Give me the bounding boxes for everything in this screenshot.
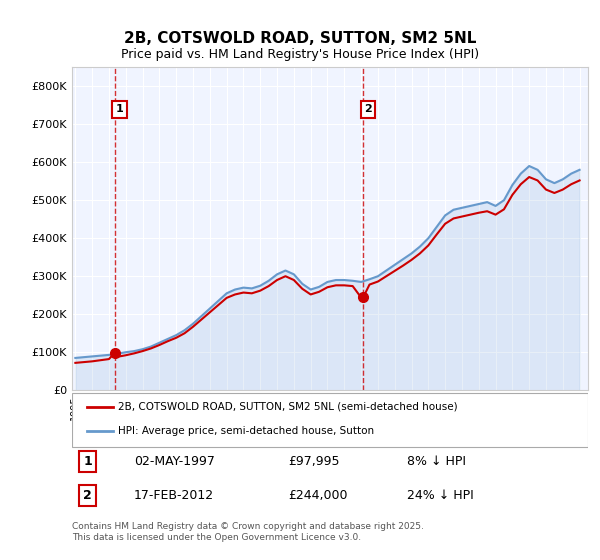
Text: HPI: Average price, semi-detached house, Sutton: HPI: Average price, semi-detached house,…	[118, 426, 374, 436]
Text: 02-MAY-1997: 02-MAY-1997	[134, 455, 215, 468]
Text: 1: 1	[83, 455, 92, 468]
Text: Contains HM Land Registry data © Crown copyright and database right 2025.
This d: Contains HM Land Registry data © Crown c…	[72, 522, 424, 542]
Text: 2B, COTSWOLD ROAD, SUTTON, SM2 5NL: 2B, COTSWOLD ROAD, SUTTON, SM2 5NL	[124, 31, 476, 46]
FancyBboxPatch shape	[72, 393, 588, 447]
Text: 24% ↓ HPI: 24% ↓ HPI	[407, 489, 474, 502]
Text: 17-FEB-2012: 17-FEB-2012	[134, 489, 214, 502]
Text: 8% ↓ HPI: 8% ↓ HPI	[407, 455, 466, 468]
Text: £97,995: £97,995	[289, 455, 340, 468]
Text: 2: 2	[364, 104, 372, 114]
Text: 2B, COTSWOLD ROAD, SUTTON, SM2 5NL (semi-detached house): 2B, COTSWOLD ROAD, SUTTON, SM2 5NL (semi…	[118, 402, 458, 412]
Text: 2: 2	[83, 489, 92, 502]
Text: £244,000: £244,000	[289, 489, 348, 502]
Text: Price paid vs. HM Land Registry's House Price Index (HPI): Price paid vs. HM Land Registry's House …	[121, 48, 479, 60]
Text: 1: 1	[116, 104, 124, 114]
